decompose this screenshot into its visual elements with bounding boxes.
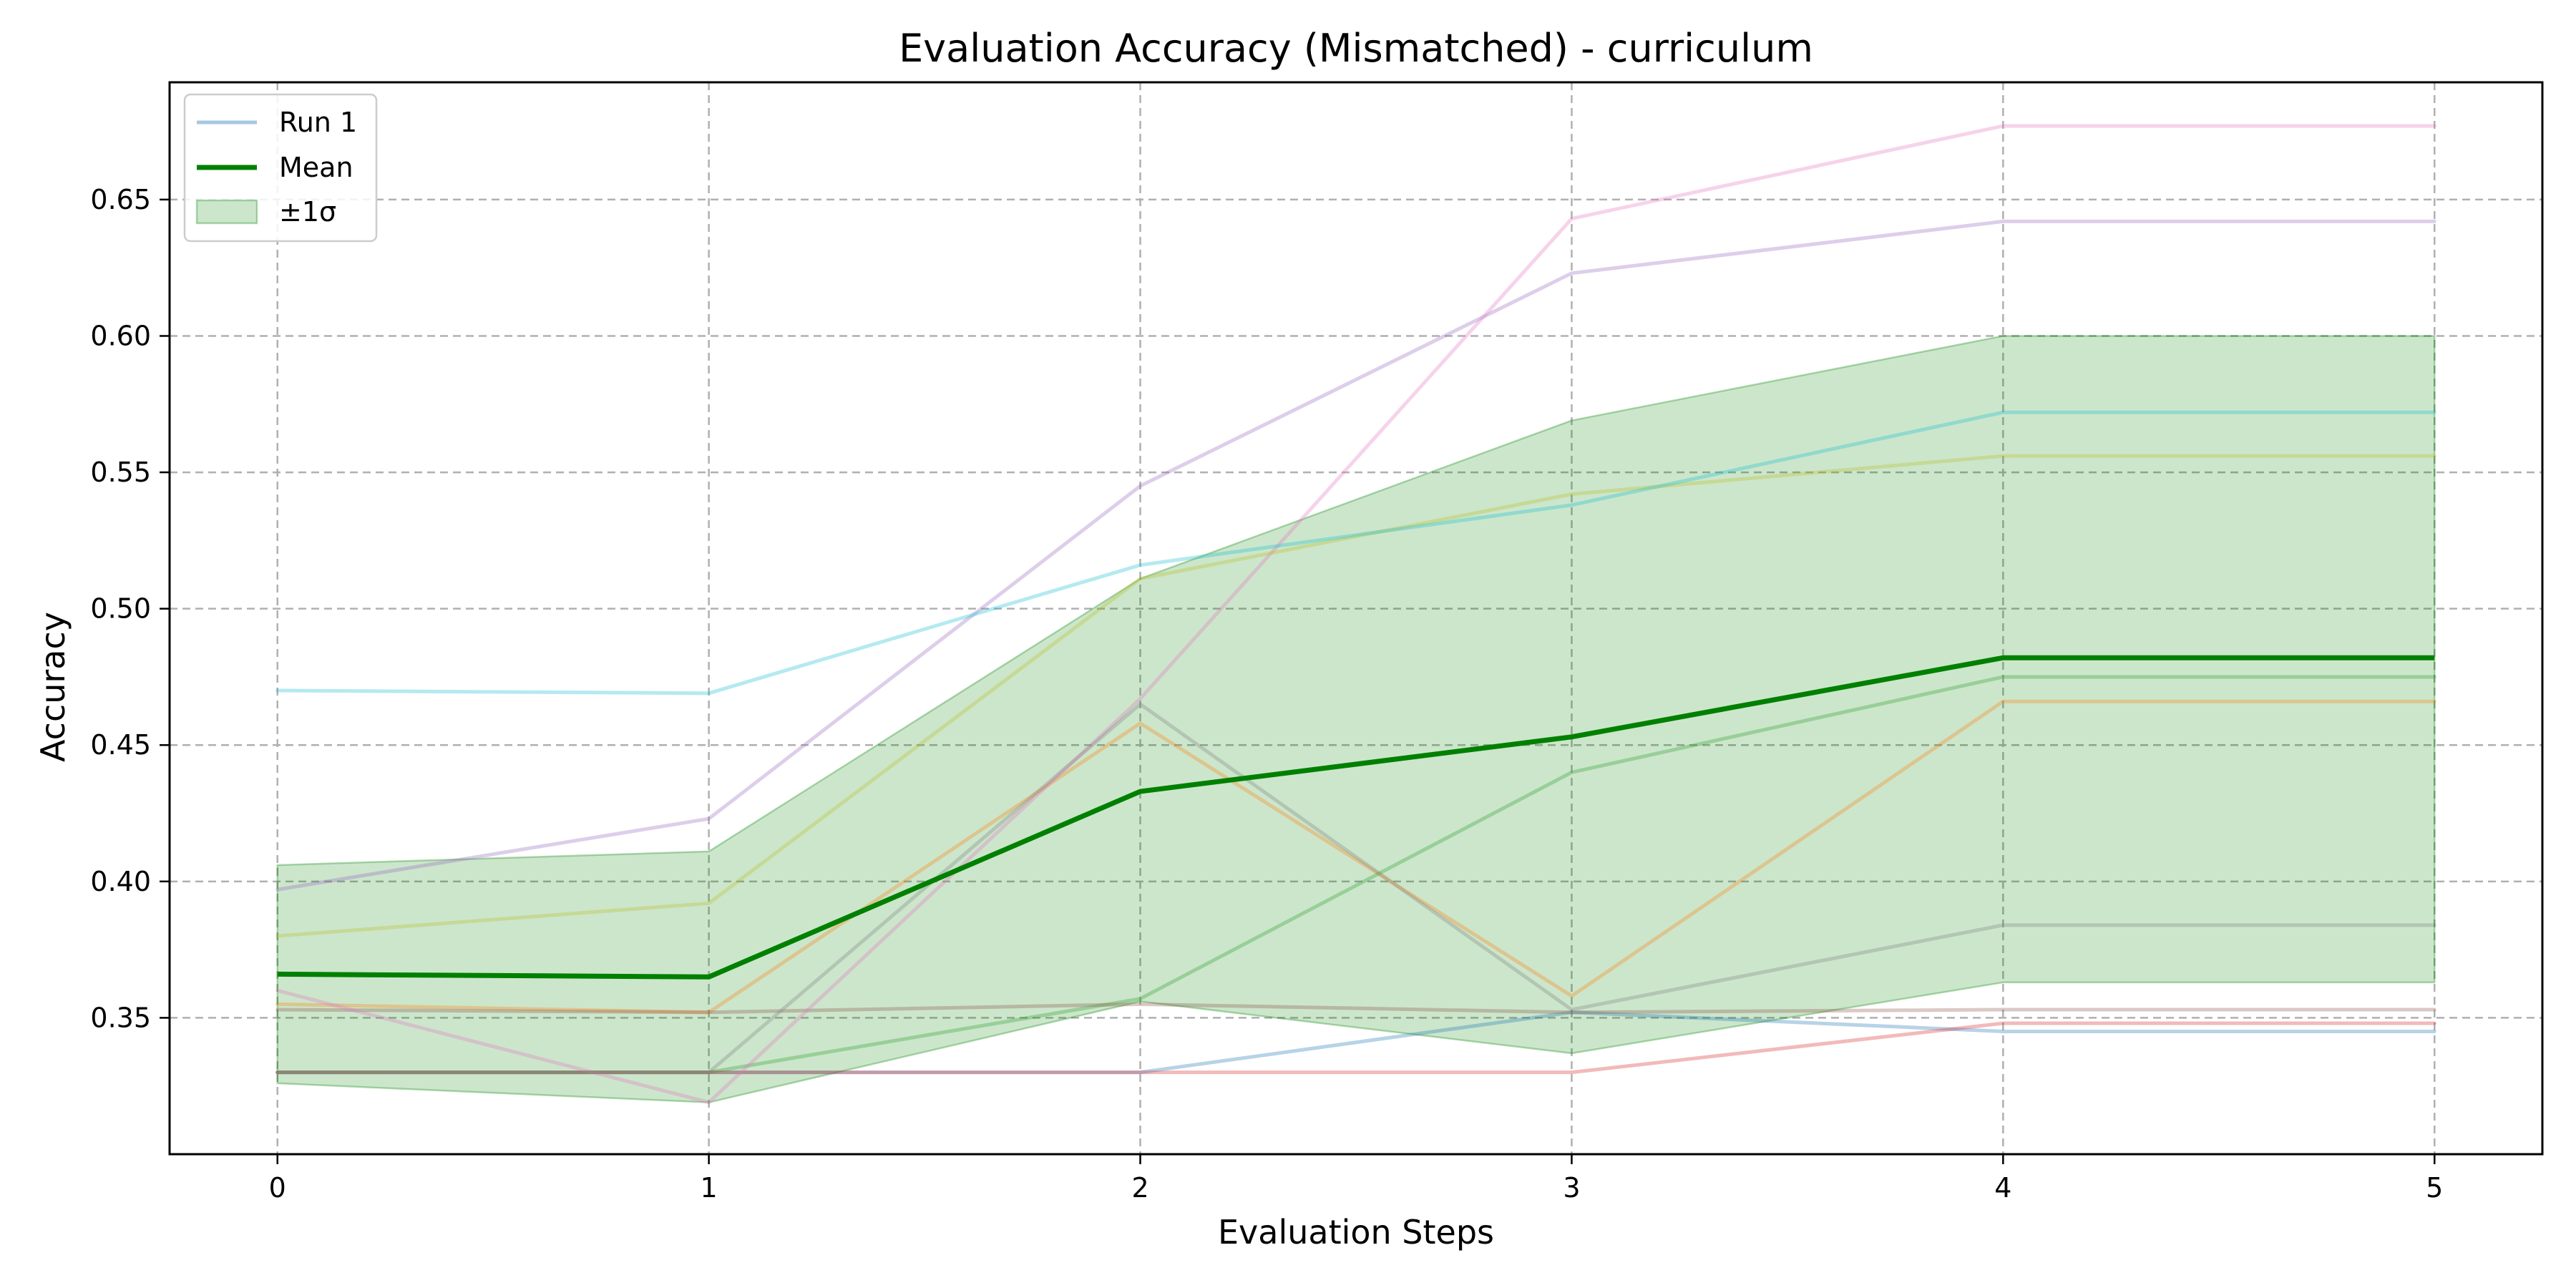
std-band-layer xyxy=(276,335,2436,1103)
x-axis-label: Evaluation Steps xyxy=(1218,1213,1494,1252)
x-tick-label: 0 xyxy=(269,1172,286,1204)
legend: Run 1 Mean ±1σ xyxy=(183,93,378,243)
x-tick-label: 4 xyxy=(1994,1172,2011,1204)
x-tick-label: 2 xyxy=(1131,1172,1148,1204)
y-tick-label: 0.60 xyxy=(90,320,151,351)
y-tick-label: 0.50 xyxy=(90,593,151,625)
run-line-9 xyxy=(275,454,2436,938)
legend-run1-label: Run 1 xyxy=(279,107,357,138)
axis-ticks: 0 1 2 3 4 5 0.35 0.40 0.45 0.50 0.55 0.60 0.65 xyxy=(90,184,2443,1204)
y-axis-label: Accuracy xyxy=(34,612,72,762)
x-tick-label: 5 xyxy=(2426,1172,2443,1204)
x-tick-label: 3 xyxy=(1563,1172,1580,1204)
mean-line xyxy=(277,655,2435,980)
run-line-5 xyxy=(275,219,2436,892)
legend-band-label: ±1σ xyxy=(279,196,336,228)
y-tick-label: 0.65 xyxy=(90,184,151,215)
run-line-10 xyxy=(275,410,2436,696)
y-tick-label: 0.35 xyxy=(90,1002,151,1033)
run-lines-layer xyxy=(275,124,2436,1105)
run-line-6 xyxy=(275,1002,2436,1015)
run-line-4 xyxy=(275,1021,2436,1075)
x-tick-label: 1 xyxy=(701,1172,718,1204)
mean-line-layer xyxy=(277,655,2435,980)
y-tick-label: 0.45 xyxy=(90,729,151,761)
y-tick-label: 0.55 xyxy=(90,457,151,488)
run-line-1 xyxy=(275,1010,2436,1075)
chart-title: Evaluation Accuracy (Mismatched) - curri… xyxy=(899,26,1813,71)
y-tick-label: 0.40 xyxy=(90,866,151,897)
run-line-7 xyxy=(275,124,2436,1105)
run-line-3 xyxy=(275,675,2436,1075)
run-line-8 xyxy=(275,702,2436,1075)
legend-box xyxy=(183,93,378,243)
std-band xyxy=(276,335,2436,1103)
plot-frame xyxy=(168,81,2544,1156)
legend-mean-label: Mean xyxy=(279,152,353,183)
run-line-2 xyxy=(275,699,2436,1015)
legend-band-swatch xyxy=(195,199,258,225)
